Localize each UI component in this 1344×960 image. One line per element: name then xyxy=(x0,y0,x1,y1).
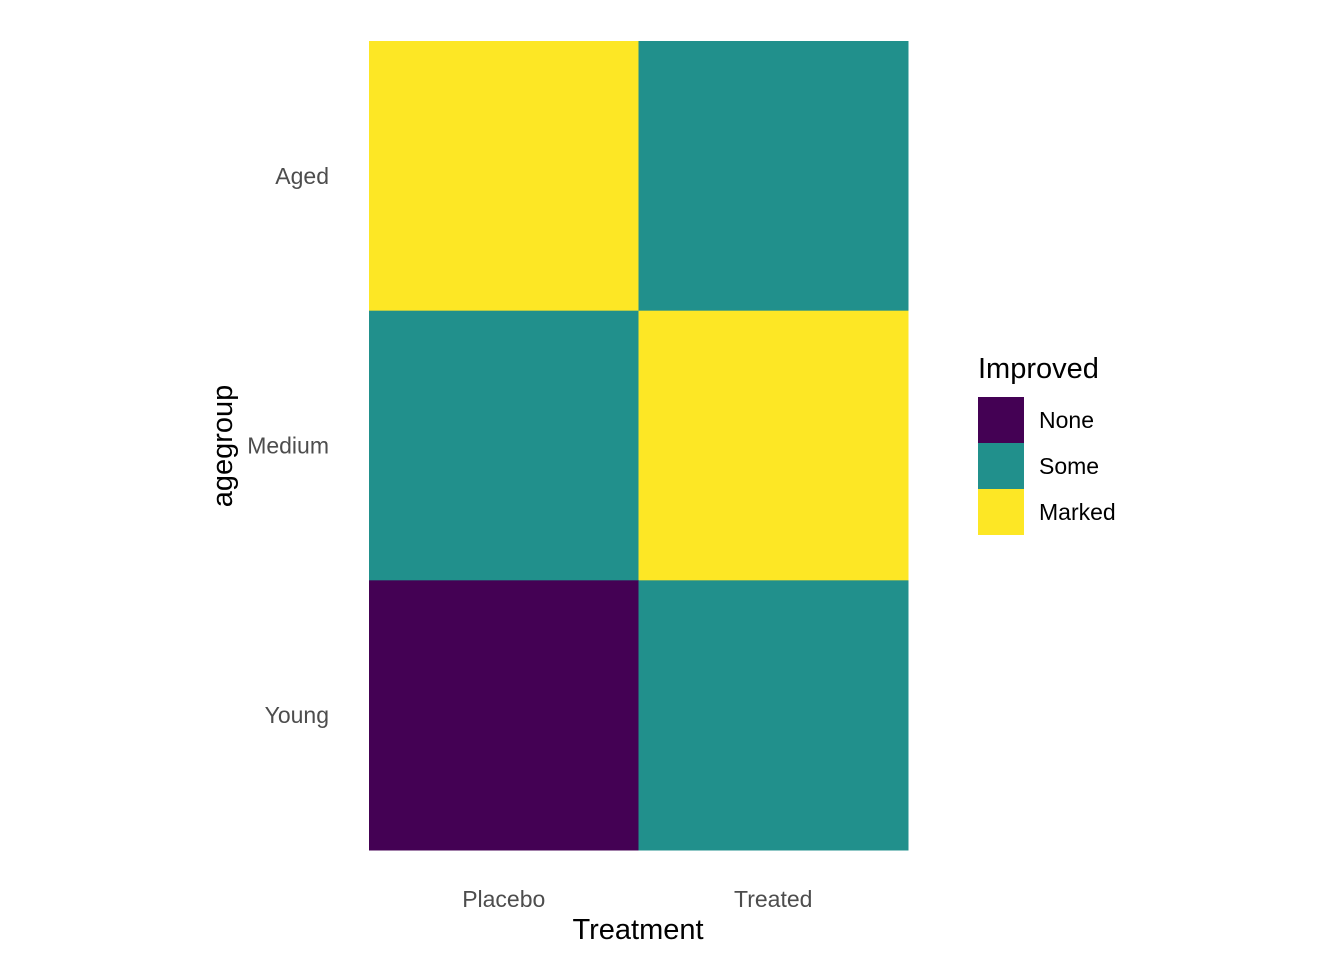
heatmap-cell-placebo-aged xyxy=(369,41,639,312)
legend-key-some xyxy=(978,443,1024,489)
x-axis-title: Treatment xyxy=(572,914,703,946)
heatmap-cell-treated-aged xyxy=(638,41,909,312)
heatmap-cell-placebo-young xyxy=(369,580,639,851)
y-tick-label-medium: Medium xyxy=(247,433,329,459)
x-tick-label-placebo: Placebo xyxy=(462,886,545,912)
legend-label-marked: Marked xyxy=(1039,499,1116,525)
heatmap-cells xyxy=(369,41,909,851)
legend: Improved None Some Marked xyxy=(978,353,1116,535)
heatmap-cell-treated-medium xyxy=(638,310,909,581)
y-axis-ticks: Young Medium Aged xyxy=(247,163,329,728)
y-axis-title: agegroup xyxy=(207,385,239,508)
x-axis-ticks: Placebo Treated xyxy=(462,886,812,912)
heatmap-cell-treated-young xyxy=(638,580,909,851)
legend-label-none: None xyxy=(1039,407,1094,433)
legend-title: Improved xyxy=(978,353,1099,385)
heatmap-cell-placebo-medium xyxy=(369,310,639,581)
y-tick-label-young: Young xyxy=(265,702,329,728)
legend-key-marked xyxy=(978,489,1024,535)
x-tick-label-treated: Treated xyxy=(734,886,812,912)
legend-label-some: Some xyxy=(1039,453,1099,479)
y-tick-label-aged: Aged xyxy=(275,163,329,189)
legend-key-none xyxy=(978,397,1024,443)
